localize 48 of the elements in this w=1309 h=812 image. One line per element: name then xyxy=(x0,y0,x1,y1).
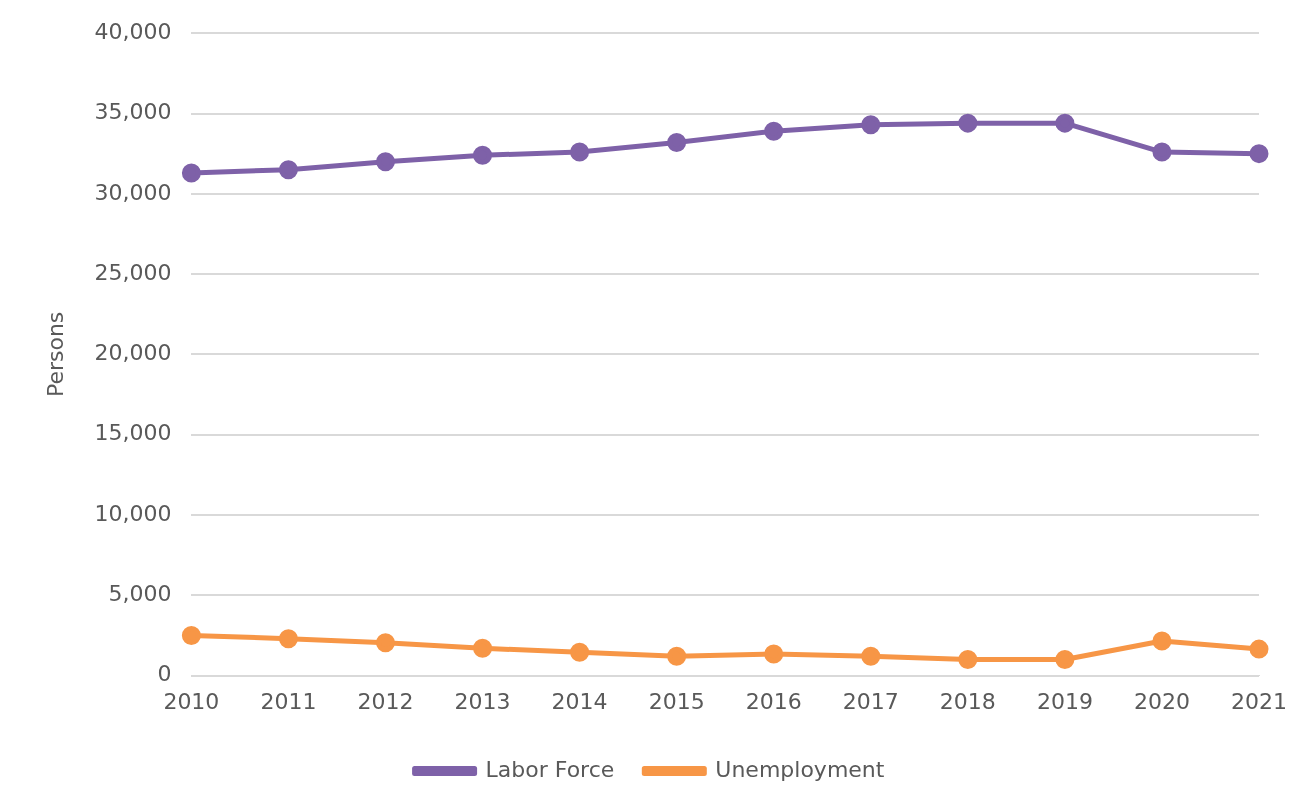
point xyxy=(473,145,493,165)
point xyxy=(764,644,784,664)
point xyxy=(181,163,201,183)
point xyxy=(667,646,687,666)
point xyxy=(1055,113,1075,133)
x-tick-label: 2010 xyxy=(163,688,220,714)
y-tick-label: 15,000 xyxy=(94,420,172,446)
point xyxy=(1152,631,1172,651)
point xyxy=(958,650,978,670)
x-tick-label: 2014 xyxy=(551,688,608,714)
y-tick-label: 5,000 xyxy=(108,581,172,607)
legend-label: Unemployment xyxy=(715,756,885,782)
point xyxy=(667,132,687,152)
y-tick-label: 0 xyxy=(157,661,172,687)
legend-label: Labor Force xyxy=(485,756,615,782)
point xyxy=(958,113,978,133)
x-tick-label: 2012 xyxy=(357,688,414,714)
x-tick-label: 2017 xyxy=(842,688,899,714)
y-tick-label: 25,000 xyxy=(94,259,172,285)
y-tick-label: 10,000 xyxy=(94,500,172,526)
point xyxy=(181,625,201,645)
point xyxy=(375,152,395,172)
point xyxy=(1055,650,1075,670)
y-tick-label: 35,000 xyxy=(94,99,172,125)
point xyxy=(278,629,298,649)
x-tick-label: 2016 xyxy=(745,688,802,714)
point xyxy=(570,142,590,162)
point xyxy=(1249,639,1269,659)
x-tick-label: 2015 xyxy=(648,688,705,714)
point xyxy=(1152,142,1172,162)
x-tick-label: 2020 xyxy=(1133,688,1190,714)
point xyxy=(861,646,881,666)
point xyxy=(473,638,493,658)
y-tick-label: 30,000 xyxy=(94,179,172,205)
point xyxy=(278,160,298,180)
x-tick-label: 2013 xyxy=(454,688,511,714)
x-tick-label: 2019 xyxy=(1036,688,1093,714)
point xyxy=(861,115,881,135)
point xyxy=(375,633,395,653)
point xyxy=(1249,144,1269,164)
y-axis-title: Persons xyxy=(42,311,68,398)
x-tick-label: 2018 xyxy=(939,688,996,714)
x-tick-label: 2011 xyxy=(260,688,317,714)
y-tick-label: 20,000 xyxy=(94,340,172,366)
point xyxy=(764,121,784,141)
x-tick-label: 2021 xyxy=(1231,688,1287,714)
y-tick-label: 40,000 xyxy=(94,18,172,44)
point xyxy=(570,642,590,662)
